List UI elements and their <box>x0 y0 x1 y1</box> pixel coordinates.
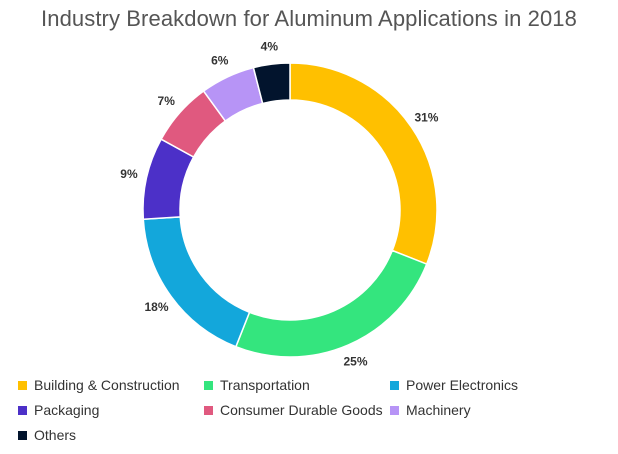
slice-label-machinery: 6% <box>211 54 229 68</box>
legend-swatch <box>18 430 27 440</box>
legend-item-others[interactable]: Others <box>18 426 204 444</box>
slice-label-transportation: 25% <box>344 354 368 368</box>
legend-swatch <box>390 380 399 390</box>
legend-item-machinery[interactable]: Machinery <box>390 401 590 419</box>
legend-label: Transportation <box>220 377 310 393</box>
legend-label: Others <box>34 427 77 443</box>
legend-swatch <box>18 405 27 415</box>
legend-item-power-electronics[interactable]: Power Electronics <box>390 376 590 394</box>
legend-label: Machinery <box>406 402 471 418</box>
legend-label: Packaging <box>34 402 100 418</box>
slice-label-others: 4% <box>261 39 279 53</box>
slice-label-power-electronics: 18% <box>144 300 168 314</box>
legend-item-consumer-durable-goods[interactable]: Consumer Durable Goods <box>204 401 390 419</box>
legend-item-building-and-construction[interactable]: Building & Construction <box>18 376 204 394</box>
legend-swatch <box>390 405 399 415</box>
donut-slice-power-electronics[interactable] <box>142 216 251 348</box>
chart-legend: Building & Construction Transportation Pow… <box>18 376 608 444</box>
legend-label: Power Electronics <box>406 377 519 393</box>
legend-label: Building & Construction <box>34 377 180 393</box>
legend-label: Consumer Durable Goods <box>220 402 383 418</box>
legend-item-transportation[interactable]: Transportation <box>204 376 390 394</box>
legend-item-packaging[interactable]: Packaging <box>18 401 204 419</box>
slice-label-packaging: 9% <box>120 167 138 181</box>
slice-label-building-and-construction: 31% <box>414 110 438 124</box>
donut-slice-others[interactable] <box>252 62 291 105</box>
slice-label-consumer-durable-goods: 7% <box>158 94 176 108</box>
legend-swatch <box>204 380 213 390</box>
legend-swatch <box>204 405 213 415</box>
donut-slice-building-and-construction[interactable] <box>289 62 438 266</box>
chart-title: Industry Breakdown for Aluminum Applicat… <box>41 6 577 31</box>
donut-slice-transportation[interactable] <box>234 249 428 358</box>
legend-swatch <box>18 380 27 390</box>
